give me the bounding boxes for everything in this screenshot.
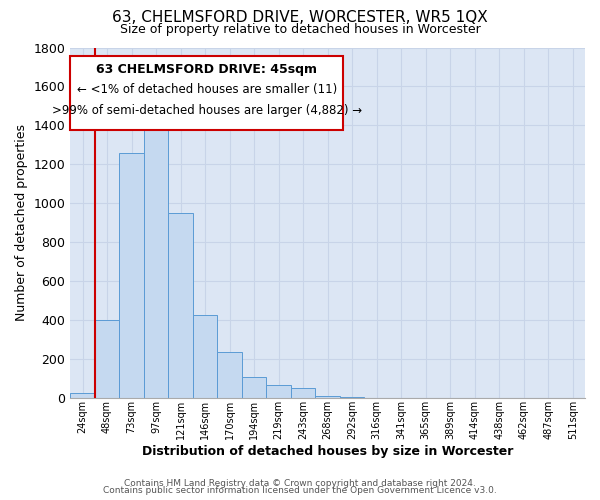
Text: Contains HM Land Registry data © Crown copyright and database right 2024.: Contains HM Land Registry data © Crown c…	[124, 478, 476, 488]
Text: Contains public sector information licensed under the Open Government Licence v3: Contains public sector information licen…	[103, 486, 497, 495]
Bar	[95, 320, 119, 398]
Bar	[291, 388, 316, 398]
Bar	[217, 352, 242, 398]
Text: >99% of semi-detached houses are larger (4,882) →: >99% of semi-detached houses are larger …	[52, 104, 362, 117]
Bar	[70, 394, 95, 398]
Bar	[340, 397, 364, 398]
Text: ← <1% of detached houses are smaller (11): ← <1% of detached houses are smaller (11…	[77, 82, 337, 96]
Bar	[193, 316, 217, 398]
Text: 63, CHELMSFORD DRIVE, WORCESTER, WR5 1QX: 63, CHELMSFORD DRIVE, WORCESTER, WR5 1QX	[112, 10, 488, 25]
Bar	[144, 128, 169, 398]
Bar	[266, 384, 291, 398]
Bar	[119, 152, 144, 398]
Bar	[316, 396, 340, 398]
X-axis label: Distribution of detached houses by size in Worcester: Distribution of detached houses by size …	[142, 444, 514, 458]
Bar	[169, 213, 193, 398]
Y-axis label: Number of detached properties: Number of detached properties	[15, 124, 28, 322]
Bar	[242, 377, 266, 398]
Text: 63 CHELMSFORD DRIVE: 45sqm: 63 CHELMSFORD DRIVE: 45sqm	[96, 64, 317, 76]
FancyBboxPatch shape	[70, 56, 343, 130]
Text: Size of property relative to detached houses in Worcester: Size of property relative to detached ho…	[119, 22, 481, 36]
